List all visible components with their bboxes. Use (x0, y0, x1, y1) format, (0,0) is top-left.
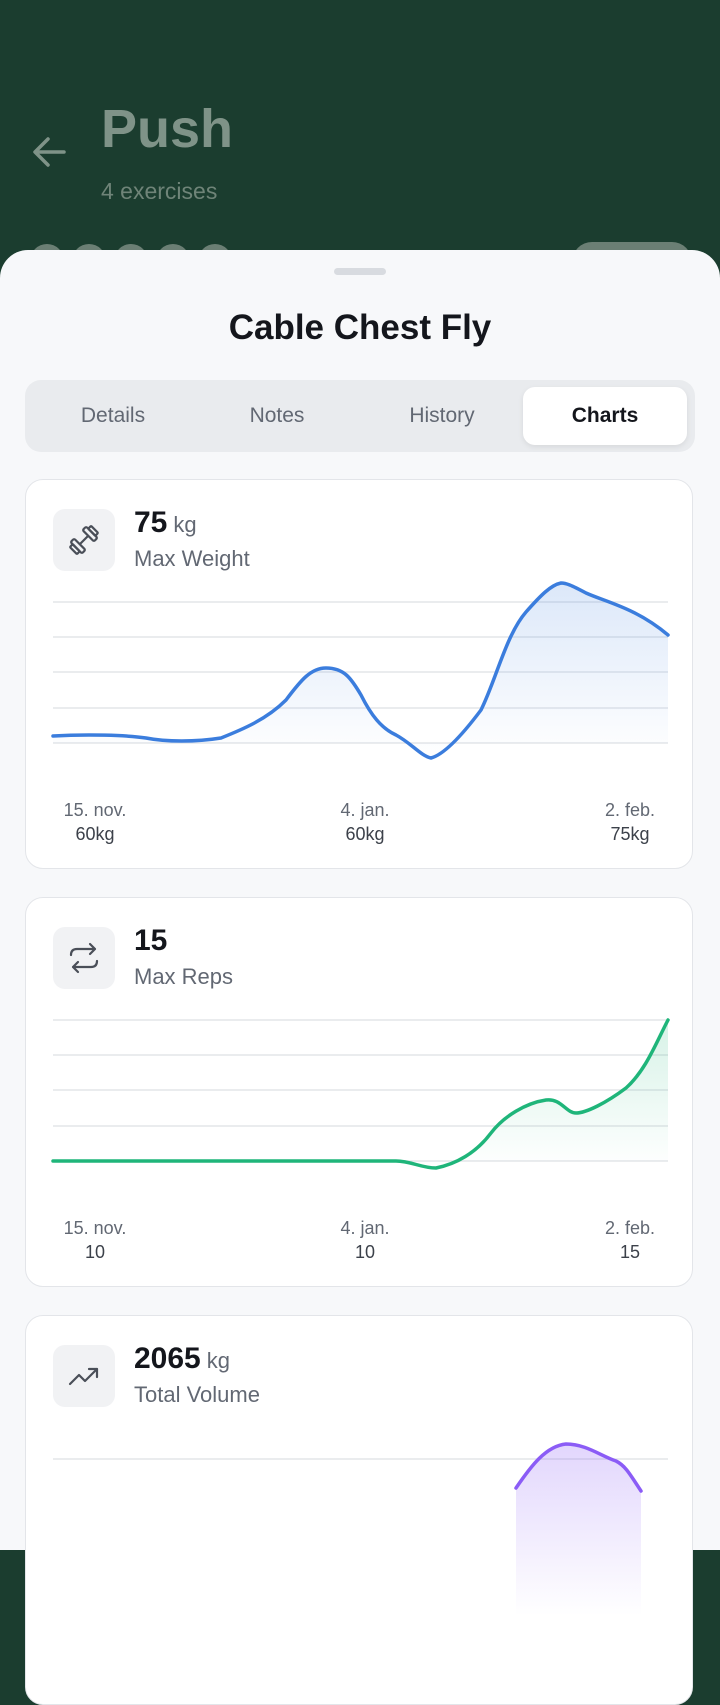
tab-details[interactable]: Details (80, 404, 146, 427)
x-label-end: 2. feb. 15 (604, 1218, 656, 1262)
total-volume-line (514, 1442, 643, 1493)
workout-title: Push (101, 99, 234, 159)
sheet-drag-handle[interactable] (334, 268, 386, 275)
max-weight-unit: kg (173, 512, 197, 537)
max-reps-area (53, 1020, 668, 1168)
exercise-title: Cable Chest Fly (228, 308, 492, 347)
tab-notes[interactable]: Notes (249, 404, 305, 427)
max-reps-value: 15 (134, 924, 168, 957)
x-label-mid: 4. jan. 60kg (340, 800, 390, 844)
back-arrow-icon[interactable] (28, 130, 72, 174)
total-volume-value: 2065 kg (134, 1342, 230, 1375)
max-reps-label: Max Reps (134, 964, 234, 989)
max-weight-label: Max Weight (134, 546, 250, 571)
exercise-bottom-sheet: Cable Chest Fly Details Notes History Ch… (0, 250, 720, 1705)
screen-header: Push 4 exercises (0, 0, 720, 282)
total-volume-card: 2065 kg Total Volume (25, 1315, 693, 1705)
max-reps-line (51, 1018, 670, 1170)
workout-subtitle: 4 exercises (101, 178, 218, 204)
total-volume-label: Total Volume (134, 1382, 260, 1407)
x-label-start: 15. nov. 10 (63, 1218, 127, 1262)
max-weight-line (51, 581, 670, 760)
max-weight-chart (51, 581, 670, 760)
x-label-end: 2. feb. 75kg (604, 800, 656, 844)
max-reps-chart (51, 1018, 670, 1170)
max-weight-value: 75 kg (134, 506, 197, 539)
trending-up-icon (53, 1345, 115, 1407)
max-weight-area (53, 583, 668, 758)
repeat-icon (53, 927, 115, 989)
tab-bar: Details Notes History Charts (25, 380, 695, 452)
total-volume-unit: kg (206, 1348, 230, 1373)
tab-history[interactable]: History (409, 404, 475, 427)
total-volume-area (516, 1444, 641, 1616)
max-reps-card: 15 Max Reps 15. nov. 10 4. jan. 10 2. feb.… (25, 897, 693, 1287)
max-weight-card: 75 kg Max Weight 15. nov. 60kg 4. jan. 60kg… (25, 479, 693, 869)
x-label-start: 15. nov. 60kg (63, 800, 127, 844)
total-volume-chart (53, 1442, 668, 1616)
x-label-mid: 4. jan. 10 (340, 1218, 390, 1262)
dumbbell-icon (53, 509, 115, 571)
tab-charts[interactable]: Charts (523, 387, 687, 445)
